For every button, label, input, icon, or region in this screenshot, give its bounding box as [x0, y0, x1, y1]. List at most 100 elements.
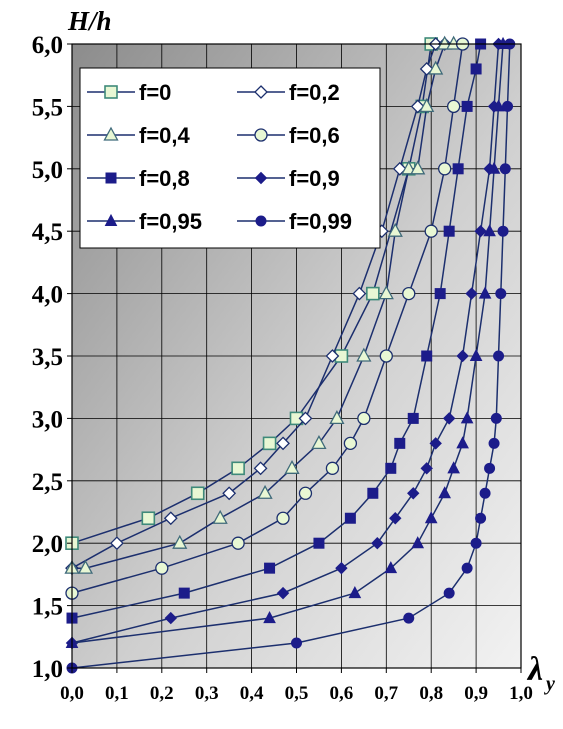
x-tick-label: 0,3 [195, 683, 219, 704]
x-tick-label: 0,6 [330, 683, 354, 704]
data-point [276, 436, 290, 451]
data-point [475, 512, 487, 524]
data-point [452, 163, 464, 175]
series-4 [66, 38, 487, 624]
data-point [298, 411, 313, 426]
data-point [456, 436, 469, 449]
legend-entry: f=0,4 [87, 123, 191, 148]
x-axis-label: λ [526, 651, 543, 688]
x-tick-label: 0,5 [285, 683, 309, 704]
legend-marker [105, 172, 117, 184]
legend-box [79, 67, 381, 249]
data-point [420, 462, 433, 475]
legend-label: f=0,8 [139, 166, 190, 191]
data-point [109, 536, 124, 551]
data-point [366, 286, 380, 301]
data-point [298, 486, 313, 500]
data-point [348, 586, 362, 599]
data-point [421, 350, 433, 362]
data-point [313, 537, 325, 549]
legend-entry: f=0,9 [237, 166, 340, 191]
data-point [492, 99, 505, 112]
data-point [141, 511, 156, 526]
data-point [343, 436, 358, 451]
data-point [447, 461, 460, 474]
data-point [469, 348, 483, 361]
data-point [262, 436, 277, 451]
data-point [438, 162, 452, 176]
x-tick-label: 0,9 [464, 683, 488, 704]
data-point [456, 349, 469, 363]
data-point [257, 484, 273, 499]
data-point [329, 410, 345, 425]
data-point [461, 562, 473, 574]
data-point [465, 287, 478, 300]
data-point [490, 412, 502, 424]
legend-entry: f=0 [87, 80, 171, 105]
legend-entry: f=0,99 [237, 209, 352, 234]
data-point [502, 100, 514, 112]
x-tick-label: 0,8 [419, 683, 443, 704]
data-point [429, 437, 442, 450]
legend-label: f=0,95 [139, 209, 202, 234]
legend-label: f=0,99 [289, 209, 352, 234]
series-line [71, 43, 500, 644]
data-point [352, 286, 367, 301]
data-point [389, 512, 402, 525]
data-point [378, 285, 394, 300]
legend: f=0 f=0,2 f=0,4 f=0,6 f=0,8 f=0,9 f=0,95 f=0,99 [79, 67, 381, 249]
data-point [484, 462, 496, 474]
data-point [434, 288, 446, 300]
data-point [155, 561, 169, 575]
legend-entry: f=0,8 [87, 166, 190, 191]
data-point [438, 486, 451, 499]
legend-marker [104, 213, 118, 226]
y-tick-label: 1,5 [32, 594, 63, 621]
data-point [276, 511, 290, 525]
series-7 [66, 38, 516, 674]
data-point [424, 511, 438, 524]
data-point [325, 349, 340, 363]
data-point [443, 587, 455, 599]
series-line [71, 43, 504, 644]
data-point [384, 561, 398, 574]
data-point [264, 562, 276, 574]
data-point [461, 100, 473, 112]
legend-marker [255, 215, 267, 227]
legend-label: f=0,2 [289, 80, 340, 105]
data-point [231, 461, 245, 476]
data-point [402, 286, 416, 301]
data-point [263, 611, 276, 624]
legend-marker [254, 128, 268, 142]
data-point [164, 611, 177, 625]
data-point [231, 536, 245, 550]
x-tick-label: 0,0 [60, 683, 84, 704]
y-tick-label: 5,0 [32, 157, 63, 184]
data-point [291, 637, 302, 649]
data-point [212, 509, 228, 524]
y-tick-label: 1,0 [32, 656, 63, 683]
series-line [71, 43, 482, 619]
data-point [487, 161, 501, 174]
y-tick-label: 4,5 [32, 219, 63, 246]
series-0 [65, 37, 439, 551]
data-point [443, 225, 455, 237]
data-point [357, 411, 371, 426]
legend-entry: f=0,2 [237, 80, 340, 105]
series-line [71, 43, 464, 594]
data-point [403, 612, 415, 624]
x-tick-label: 0,1 [105, 683, 129, 704]
legend-entry: f=0,6 [237, 123, 340, 148]
data-point [253, 461, 268, 476]
y-tick-label: 5,5 [32, 94, 63, 121]
legend-marker [254, 85, 268, 99]
x-tick-labels: 0,0 0,1 0,2 0,3 0,4 0,5 0,6 0,7 0,8 0,9 1,0 [60, 668, 533, 704]
data-point [190, 486, 205, 501]
x-tick-label: 0,7 [374, 683, 398, 704]
data-point [385, 462, 397, 474]
data-point [276, 586, 290, 600]
data-point [411, 536, 425, 549]
data-point [335, 561, 348, 575]
data-point [379, 349, 393, 363]
